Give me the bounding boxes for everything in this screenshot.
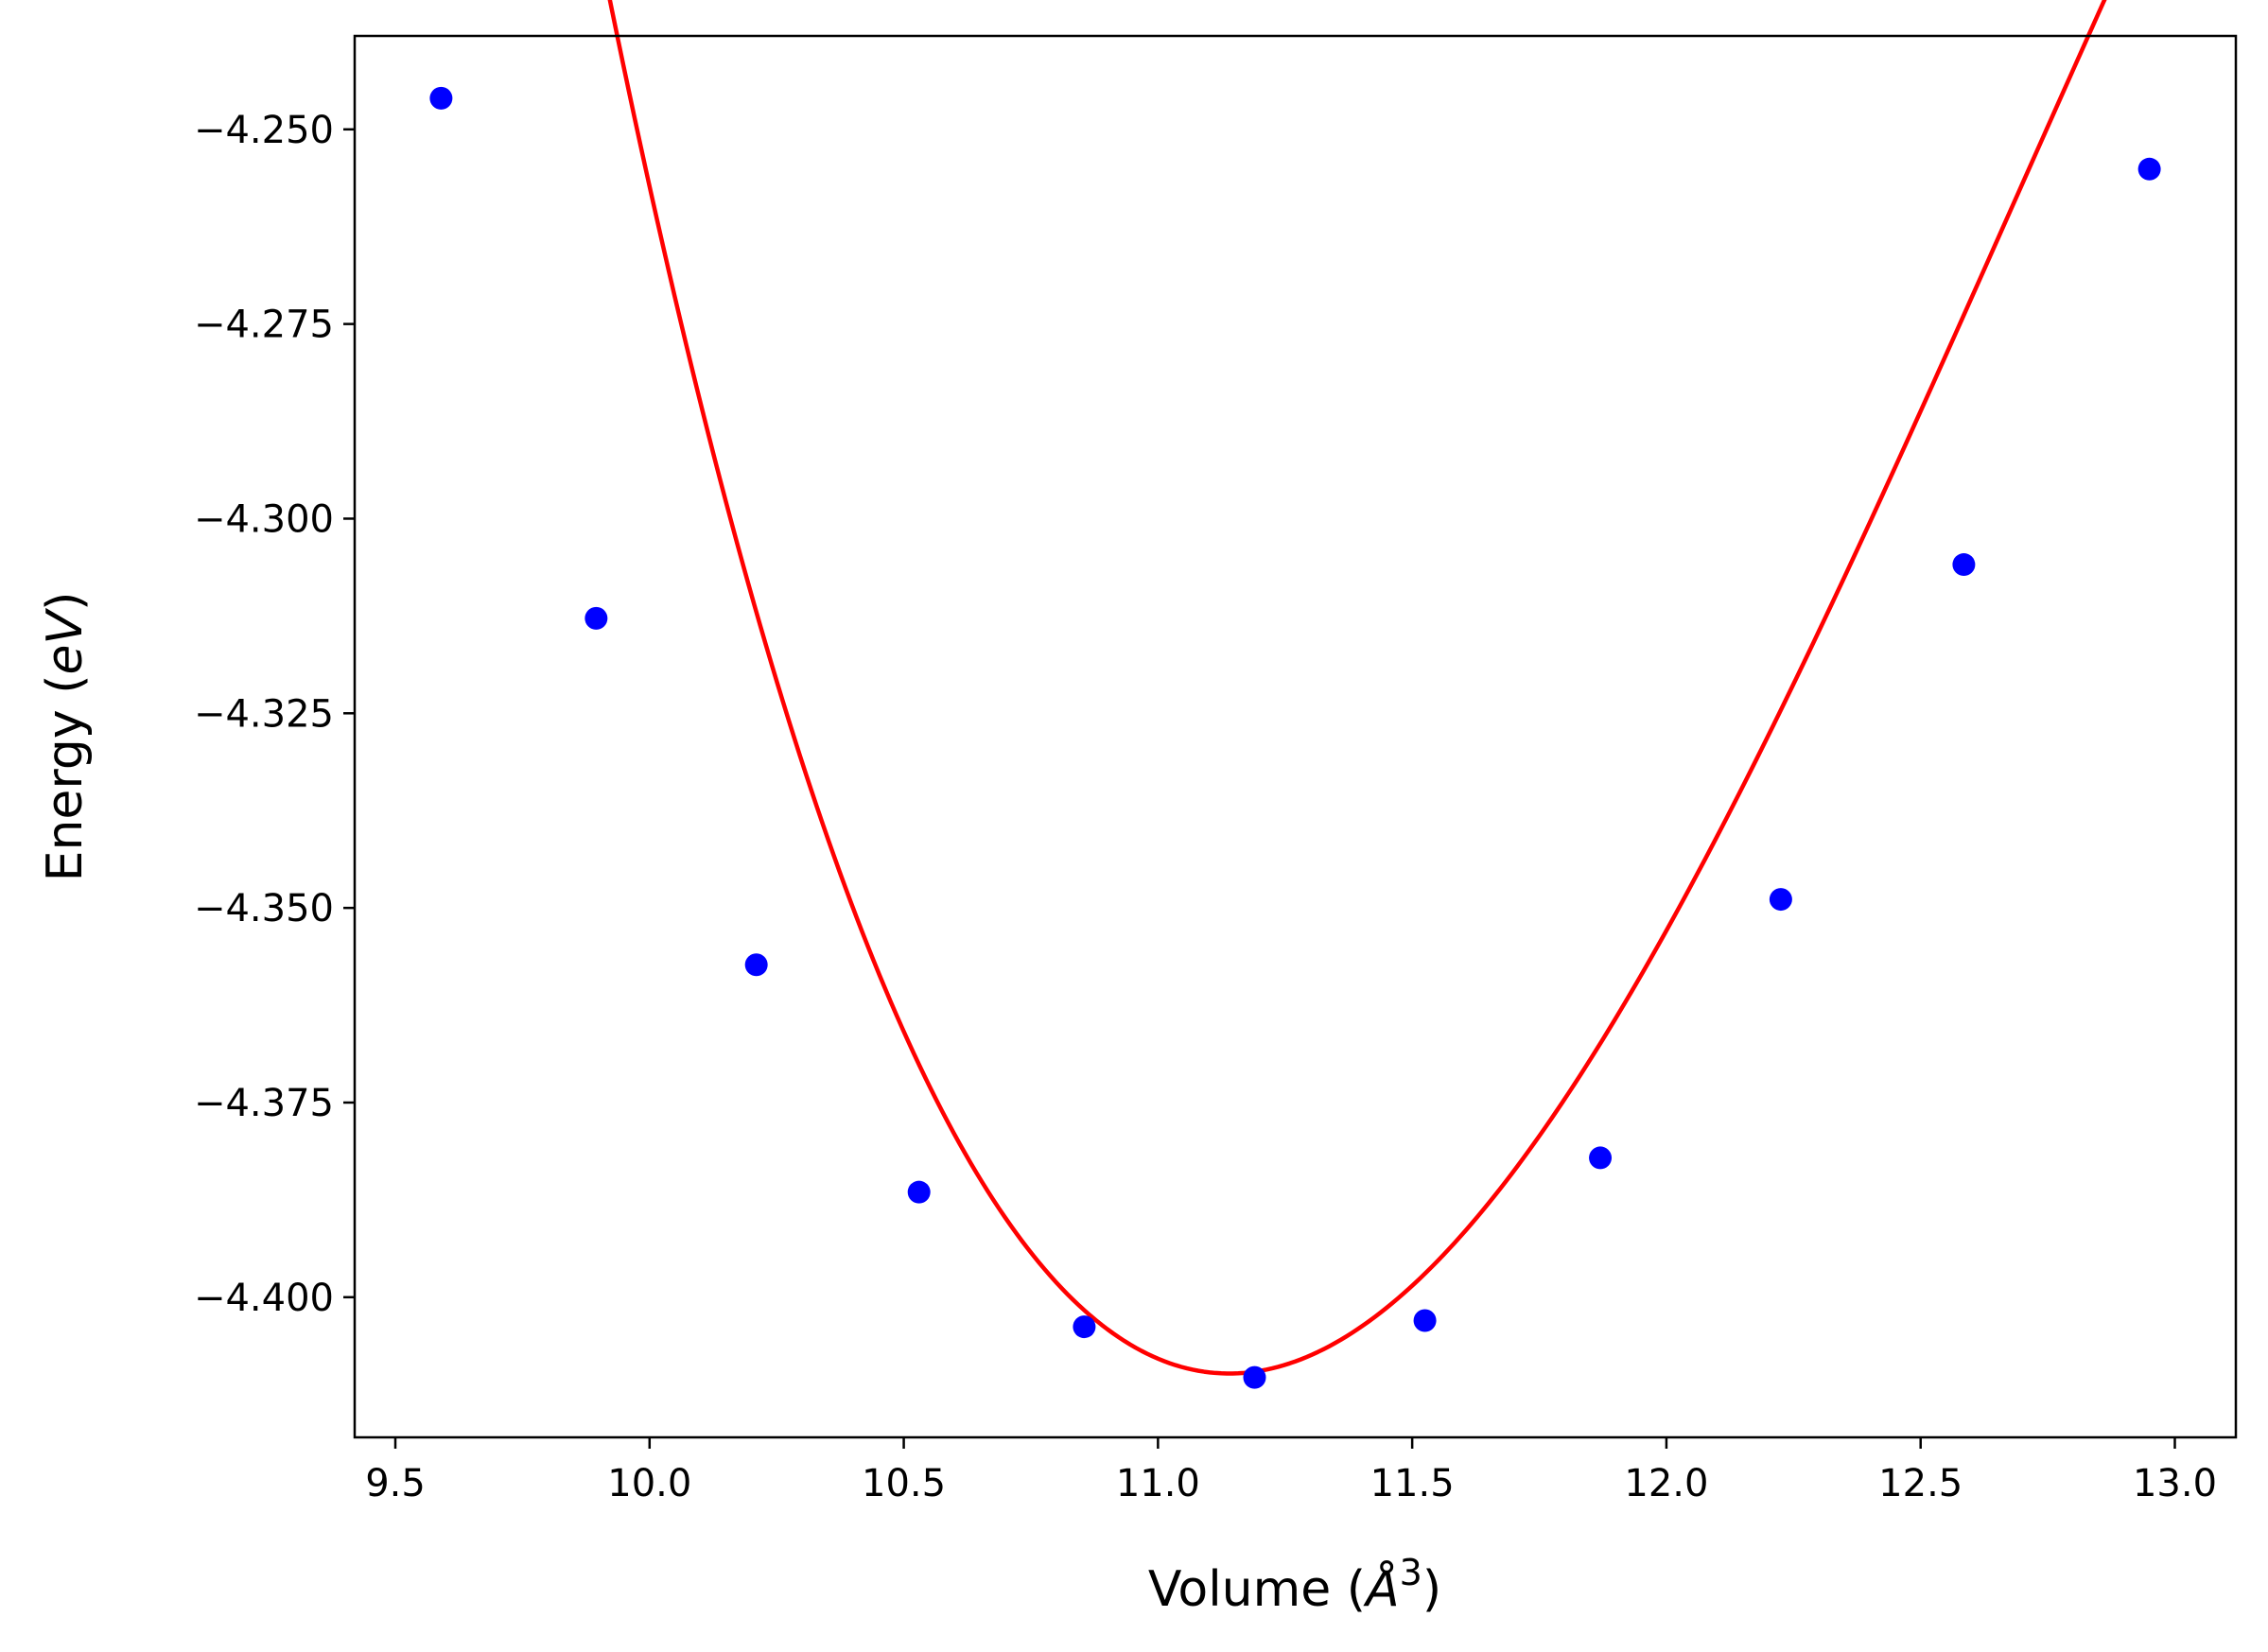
- data-point: [1589, 1146, 1613, 1170]
- x-tick-label: 10.0: [607, 1462, 691, 1505]
- x-tick-label: 11.0: [1116, 1462, 1200, 1505]
- plot-area: [429, 0, 2161, 1389]
- x-tick-label: 12.5: [1878, 1462, 1963, 1505]
- x-tick-label: 11.5: [1370, 1462, 1455, 1505]
- fit-curve: [607, 0, 2107, 1376]
- data-point: [1413, 1309, 1437, 1332]
- y-axis-label: Energy (eV): [37, 592, 94, 882]
- y-tick-label: −4.250: [194, 109, 334, 152]
- data-point: [1073, 1315, 1096, 1339]
- x-tick-label: 9.5: [365, 1462, 426, 1505]
- y-tick-label: −4.350: [194, 887, 334, 930]
- x-axis-label-prefix: Volume (: [1148, 1561, 1366, 1618]
- data-point: [429, 86, 453, 110]
- data-point: [907, 1180, 931, 1204]
- y-axis-label-prefix: Energy (: [37, 675, 94, 882]
- data-point: [2137, 157, 2161, 181]
- y-tick-label: −4.275: [194, 304, 334, 347]
- y-tick-label: −4.325: [194, 692, 334, 736]
- y-tick-label: −4.375: [194, 1082, 334, 1125]
- y-tick-label: −4.400: [194, 1277, 334, 1320]
- x-tick-label: 12.0: [1624, 1462, 1708, 1505]
- axes-frame: [353, 34, 2238, 1439]
- data-point: [1243, 1365, 1266, 1389]
- y-axis-label-unit: eV: [37, 608, 94, 675]
- x-axis-label-exponent: 3: [1400, 1552, 1422, 1593]
- x-axis-label: Volume (Å3): [1148, 1552, 1441, 1618]
- x-tick-label: 13.0: [2133, 1462, 2217, 1505]
- data-point: [1769, 888, 1792, 912]
- x-tick-label: 10.5: [862, 1462, 946, 1505]
- data-point: [584, 606, 608, 630]
- x-axis: 9.5 10.0 10.5 11.0 11.5 12.0 12.5 13.0: [365, 1437, 2217, 1505]
- y-axis: −4.250 −4.275 −4.300 −4.325 −4.350 −4.375 −4.4…: [194, 109, 355, 1320]
- x-axis-label-suffix: ): [1422, 1561, 1441, 1618]
- data-point: [1952, 553, 1976, 577]
- data-point: [744, 953, 768, 977]
- x-axis-label-unit: Å: [1363, 1559, 1400, 1618]
- y-tick-label: −4.300: [194, 497, 334, 541]
- y-axis-label-suffix: ): [37, 592, 94, 611]
